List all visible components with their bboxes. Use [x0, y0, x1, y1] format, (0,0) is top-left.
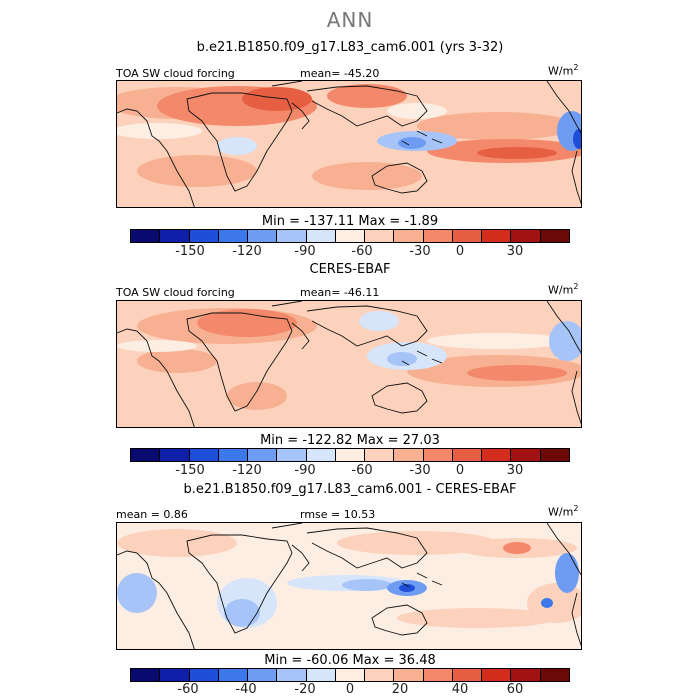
colorbar-swatch: [482, 449, 512, 461]
colorbar-swatch: [277, 449, 307, 461]
colorbar-swatch: [540, 669, 569, 681]
panel3-map: [116, 522, 582, 650]
colorbar-swatch: [248, 230, 278, 242]
panel2-units: W/m2: [548, 282, 579, 297]
colorbar-swatch: [277, 230, 307, 242]
colorbar-swatch: [365, 669, 395, 681]
panel1-tick-label: -60: [351, 244, 373, 259]
colorbar-swatch: [131, 230, 161, 242]
panel1-variable-label: TOA SW cloud forcing: [116, 67, 235, 80]
colorbar-swatch: [452, 230, 483, 242]
colorbar-swatch: [511, 449, 541, 461]
panel2-variable-label: TOA SW cloud forcing: [116, 286, 235, 299]
colorbar-swatch: [540, 230, 569, 242]
colorbar-swatch: [511, 230, 541, 242]
panel2-tick-label: -120: [232, 463, 262, 478]
panel2-map: [116, 300, 582, 428]
panel2-mean-label: mean= -46.11: [300, 286, 380, 299]
panel1-colorbar-ticks: -150 -120 -90 -60 -30 0 30: [130, 244, 570, 260]
panel2-tick-label: -30: [409, 463, 431, 478]
panel3-units: W/m2: [548, 504, 579, 519]
colorbar-swatch: [218, 669, 249, 681]
colorbar-swatch: [423, 230, 453, 242]
colorbar-swatch: [511, 669, 541, 681]
panel1-tick-label: -120: [232, 244, 262, 259]
colorbar-swatch: [306, 669, 336, 681]
colorbar-swatch: [394, 449, 424, 461]
colorbar-swatch: [218, 449, 249, 461]
panel2-min-max: Min = -122.82 Max = 27.03: [260, 433, 440, 448]
panel3-mean-label: mean = 0.86: [116, 508, 188, 521]
colorbar-swatch: [160, 449, 190, 461]
colorbar-swatch: [218, 230, 249, 242]
panel1-units: W/m2: [548, 63, 579, 78]
panel3-tick-label: 20: [391, 682, 409, 697]
colorbar-swatch: [365, 449, 395, 461]
panel3-tick-label: -40: [235, 682, 257, 697]
colorbar-swatch: [160, 230, 190, 242]
panel1-map: [116, 80, 582, 208]
panel2-colorbar: [130, 448, 570, 462]
panel3-title: b.e21.B1850.f09_g17.L83_cam6.001 - CERES…: [183, 482, 517, 497]
colorbar-swatch: [335, 449, 366, 461]
panel2-tick-label: 0: [455, 463, 465, 478]
panel3-tick-label: 40: [451, 682, 469, 697]
colorbar-swatch: [452, 669, 483, 681]
colorbar-swatch: [306, 230, 336, 242]
panel2-tick-label: 30: [506, 463, 524, 478]
colorbar-swatch: [189, 669, 219, 681]
panel2-tick-label: -60: [351, 463, 373, 478]
colorbar-swatch: [277, 669, 307, 681]
panel3-tick-label: 60: [506, 682, 524, 697]
panel1-colorbar: [130, 229, 570, 243]
colorbar-swatch: [540, 449, 569, 461]
colorbar-swatch: [482, 230, 512, 242]
colorbar-swatch: [248, 449, 278, 461]
panel3-rmse-label: rmse = 10.53: [300, 508, 376, 521]
panel1-title: b.e21.B1850.f09_g17.L83_cam6.001 (yrs 3-…: [196, 40, 504, 55]
colorbar-swatch: [335, 669, 366, 681]
season-title: ANN: [326, 8, 374, 32]
panel1-tick-label: 30: [506, 244, 524, 259]
panel3-min-max: Min = -60.06 Max = 36.48: [264, 653, 436, 668]
panel3-colorbar-ticks: -60 -40 -20 0 20 40 60: [130, 682, 570, 698]
panel1-tick-label: -30: [409, 244, 431, 259]
panel2-colorbar-ticks: -150 -120 -90 -60 -30 0 30: [130, 463, 570, 479]
colorbar-swatch: [423, 449, 453, 461]
colorbar-swatch: [365, 230, 395, 242]
colorbar-swatch: [306, 449, 336, 461]
panel1-min-max: Min = -137.11 Max = -1.89: [261, 214, 439, 229]
panel1-tick-label: -90: [294, 244, 316, 259]
colorbar-swatch: [394, 230, 424, 242]
panel2-tick-label: -90: [294, 463, 316, 478]
colorbar-swatch: [335, 230, 366, 242]
colorbar-swatch: [452, 449, 483, 461]
colorbar-swatch: [423, 669, 453, 681]
colorbar-swatch: [482, 669, 512, 681]
colorbar-swatch: [131, 669, 161, 681]
colorbar-swatch: [189, 449, 219, 461]
panel3-colorbar: [130, 668, 570, 682]
panel1-tick-label: 0: [455, 244, 465, 259]
panel1-tick-label: -150: [175, 244, 205, 259]
colorbar-swatch: [160, 669, 190, 681]
panel1-mean-label: mean= -45.20: [300, 67, 380, 80]
colorbar-swatch: [131, 449, 161, 461]
panel2-tick-label: -150: [175, 463, 205, 478]
colorbar-swatch: [189, 230, 219, 242]
colorbar-swatch: [248, 669, 278, 681]
panel3-tick-label: -60: [177, 682, 199, 697]
colorbar-swatch: [394, 669, 424, 681]
panel3-tick-label: 0: [345, 682, 355, 697]
panel3-tick-label: -20: [294, 682, 316, 697]
panel2-title: CERES-EBAF: [309, 262, 391, 277]
